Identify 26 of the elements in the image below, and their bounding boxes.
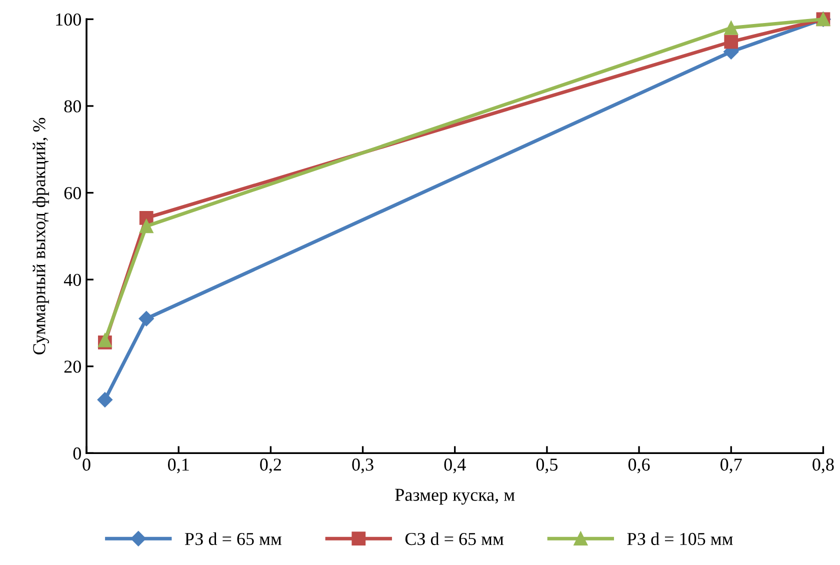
legend-label: СЗ d = 65 мм (405, 532, 504, 546)
y-tick-label: 40 (64, 274, 81, 286)
x-tick-label: 0 (82, 458, 90, 471)
x-axis-title: Размер куска, м (395, 488, 515, 505)
y-tick-label: 20 (64, 360, 81, 373)
x-tick-label: 0,5 (536, 458, 558, 474)
point (138, 311, 154, 326)
x-tick-label: 0,7 (720, 458, 742, 474)
point (98, 333, 112, 348)
y-tick-label: 80 (64, 100, 81, 112)
x-tick-label: 0,2 (260, 458, 281, 474)
legend-label: РЗ d = 105 мм (627, 532, 733, 546)
point (97, 392, 113, 408)
point (139, 219, 154, 234)
x-tick-label: 0,3 (352, 458, 374, 474)
x-tick-label: 0,1 (168, 458, 189, 474)
y-axis-title: Суммарный выход фракций, % (32, 118, 50, 354)
point (724, 20, 738, 35)
x-tick-label: 0,8 (812, 458, 834, 474)
x-tick-label: 0,6 (628, 458, 650, 474)
point (724, 34, 738, 49)
y-tick-label: 60 (64, 187, 81, 200)
y-tick-label: 100 (56, 13, 81, 26)
y-tick-label: 0 (73, 447, 81, 460)
legend-label: РЗ d = 65 мм (184, 532, 282, 546)
x-tick-label: 0,4 (444, 458, 466, 474)
